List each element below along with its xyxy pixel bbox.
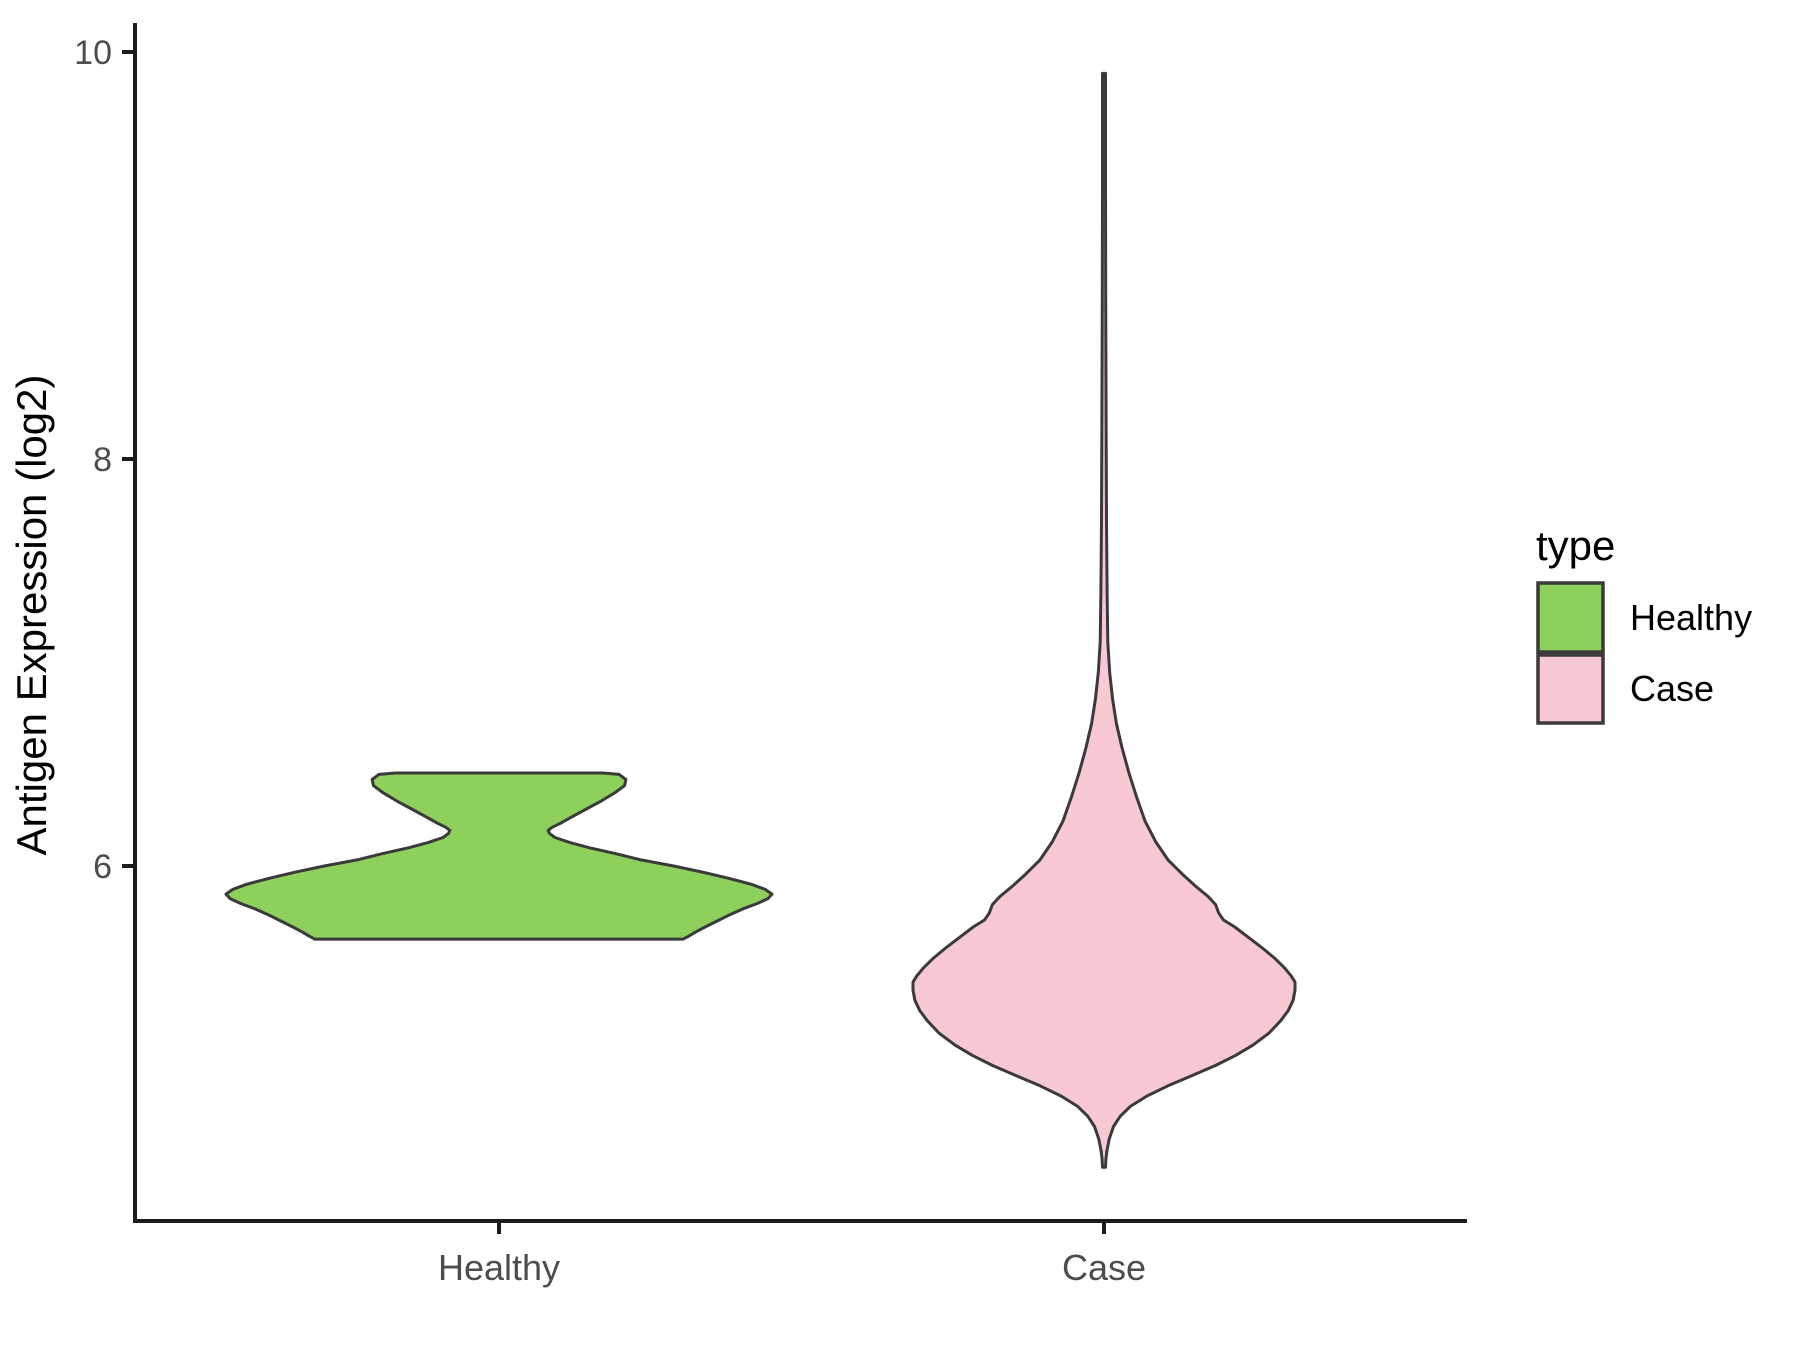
x-tick-label-healthy: Healthy [438,1247,560,1288]
legend-key-healthy-swatch [1536,581,1605,654]
legend-label-healthy: Healthy [1630,597,1752,638]
violin-case [911,71,1297,1169]
legend-label-case: Case [1630,668,1714,709]
legend-key-case-swatch [1536,653,1605,725]
axis-lines [133,23,1467,1223]
y-tick-label-8: 8 [93,441,112,479]
violin-healthy [224,771,774,941]
legend: type Healthy Case [1536,522,1752,725]
y-tick-label-6: 6 [93,848,112,886]
y-axis-title: Antigen Expression (log2) [8,375,55,856]
x-tick-label-case: Case [1062,1247,1146,1288]
legend-title: type [1536,522,1615,569]
y-tick-label-10: 10 [74,34,112,72]
